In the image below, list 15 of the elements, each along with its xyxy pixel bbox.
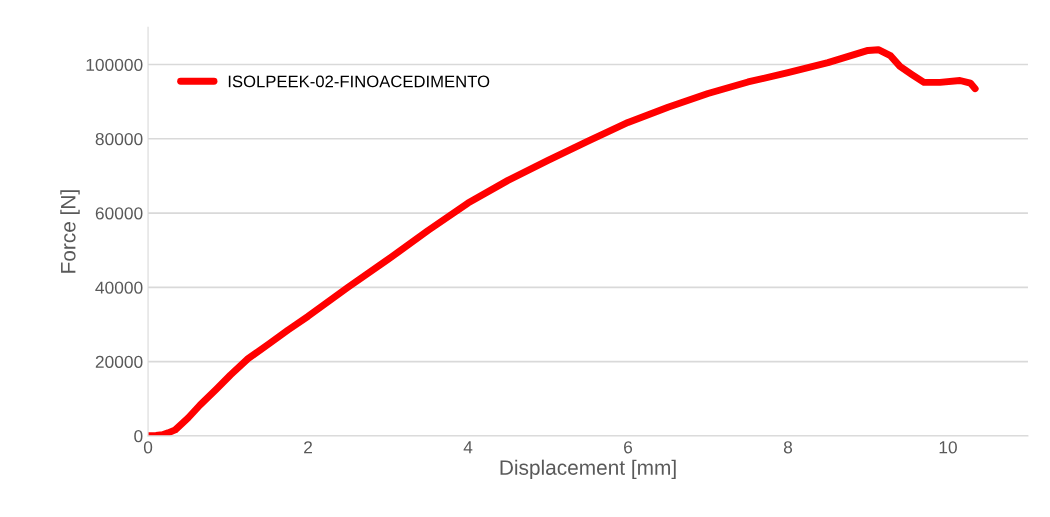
y-tick-label: 60000 <box>95 207 143 220</box>
y-axis-title: Force [N] <box>60 190 80 273</box>
x-tick-label: 0 <box>143 441 153 454</box>
y-tick-label: 40000 <box>95 281 143 294</box>
y-tick-label: 20000 <box>95 355 143 369</box>
x-tick-label: 2 <box>304 441 312 454</box>
x-tick-label: 4 <box>463 441 473 454</box>
y-tick-label: 0 <box>134 430 143 443</box>
x-tick-label: 6 <box>624 441 633 454</box>
y-tick-label: 100000 <box>86 58 143 71</box>
x-axis-title: Displacement [mm] <box>500 459 676 480</box>
y-tick-label: 80000 <box>95 132 143 146</box>
legend-label: ISOLPEEK-02-FINOACEDIMENTO <box>228 75 490 88</box>
x-tick-label: 10 <box>939 441 957 454</box>
x-tick-label: 8 <box>783 441 793 454</box>
